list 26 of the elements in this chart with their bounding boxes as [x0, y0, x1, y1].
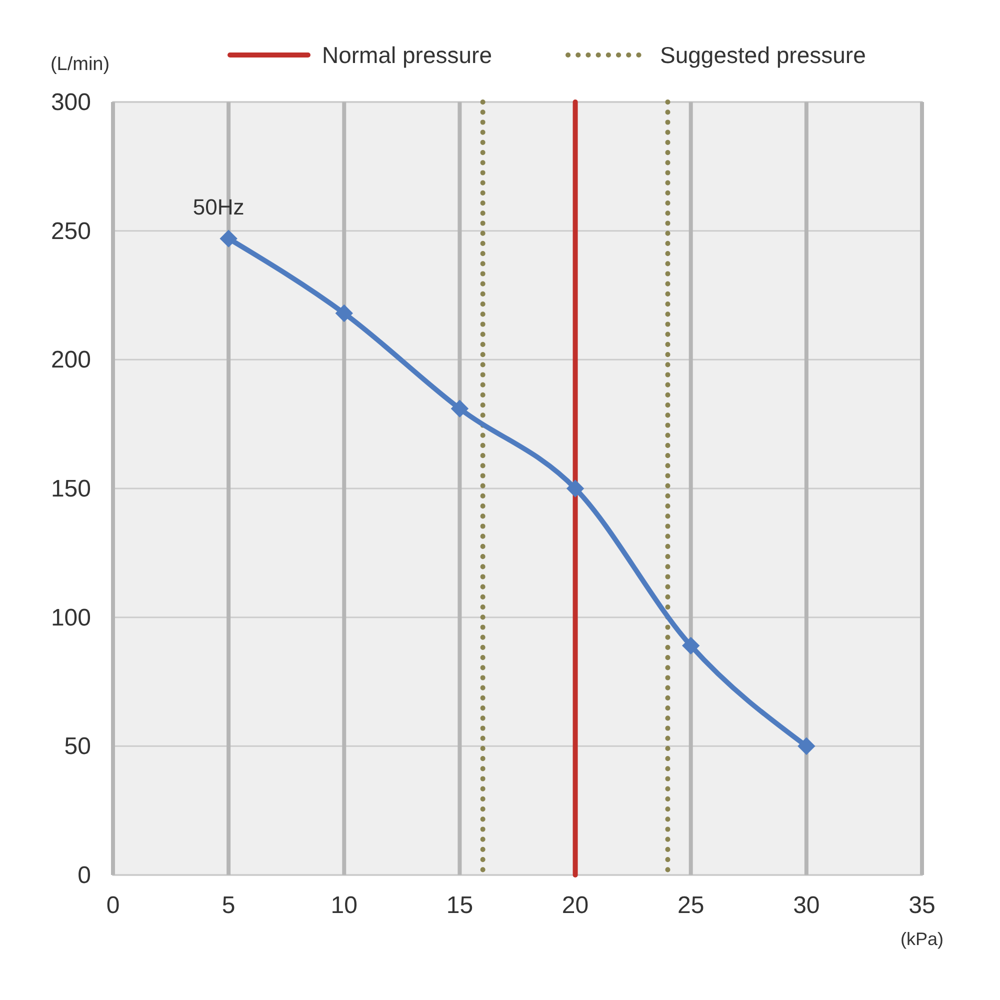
y-tick-label: 250	[50, 218, 91, 245]
y-tick-label: 50	[64, 733, 91, 760]
x-tick-label: 20	[562, 892, 589, 919]
y-tick-label: 100	[50, 604, 91, 632]
x-tick-label: 5	[222, 892, 236, 919]
x-tick-label: 35	[908, 892, 936, 919]
x-tick-label: 0	[106, 892, 120, 919]
point	[220, 230, 238, 248]
x-tick-label: 10	[330, 892, 358, 919]
x-tick-label: 25	[678, 892, 704, 919]
y-tick-label: 200	[50, 346, 91, 374]
x-axis-title: (kPa)	[900, 929, 944, 949]
y-tick-label: 0	[78, 862, 91, 889]
y-axis-title: (L/min)	[50, 54, 110, 75]
point	[450, 400, 469, 418]
y-tick-label: 300	[50, 89, 91, 116]
point	[335, 304, 353, 322]
series-label: 50Hz	[192, 194, 244, 220]
x-tick-label: 15	[446, 892, 474, 919]
legend-label: Suggested pressure	[660, 42, 866, 68]
y-tick-label: 150	[50, 476, 91, 502]
point	[566, 480, 584, 498]
x-tick-label: 30	[793, 892, 820, 919]
point	[682, 636, 700, 655]
legend-label: Normal pressure	[322, 42, 492, 68]
point	[798, 737, 816, 756]
